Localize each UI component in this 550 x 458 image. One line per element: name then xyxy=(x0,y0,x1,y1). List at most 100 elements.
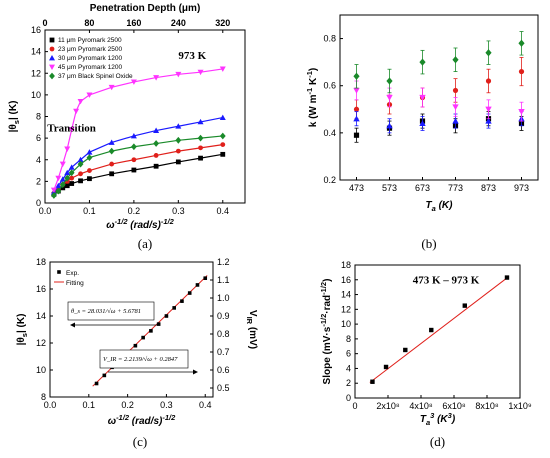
y-tick-label: 0 xyxy=(36,198,41,208)
legend-entry: Fitting xyxy=(66,280,84,287)
data-point xyxy=(64,174,71,182)
series-2 xyxy=(353,111,525,134)
data-point xyxy=(73,108,80,115)
panel-label: (d) xyxy=(430,434,445,449)
data-point xyxy=(69,181,75,186)
data-point xyxy=(383,364,389,370)
data-point xyxy=(198,155,203,161)
data-point xyxy=(109,161,115,167)
data-point xyxy=(462,303,467,308)
x-tick-label: 0.2 xyxy=(121,400,134,410)
data-point xyxy=(172,306,176,310)
data-point xyxy=(504,275,510,280)
y-tick-label: 12 xyxy=(31,68,41,78)
data-point xyxy=(68,127,75,133)
x-tick-label: 673 xyxy=(415,183,430,193)
data-point xyxy=(55,187,62,195)
equation-box xyxy=(67,301,155,321)
x-tick-label: 8x10⁸ xyxy=(475,401,499,411)
data-point xyxy=(485,106,492,113)
y-tick-label: 16 xyxy=(31,25,41,35)
data-point xyxy=(77,156,84,163)
x2-tick-label: 0 xyxy=(42,18,47,28)
equation: θ_s = 28.031/√ω + 5.6781 xyxy=(71,307,141,315)
arrow-head xyxy=(70,322,75,328)
series-1 xyxy=(353,57,525,120)
data-point xyxy=(77,160,84,168)
legend-marker xyxy=(49,55,55,61)
y-tick-label: 16 xyxy=(341,275,351,285)
y-tick-label: 0 xyxy=(346,393,351,403)
x-tick-label: 0.0 xyxy=(44,400,57,410)
data-point xyxy=(130,143,137,151)
data-point xyxy=(419,94,426,101)
y-tick-label: 12 xyxy=(36,338,46,348)
data-point xyxy=(164,314,169,318)
data-point xyxy=(153,140,160,147)
x-tick-label: 6x10⁸ xyxy=(442,401,466,411)
data-point xyxy=(87,168,92,173)
data-point xyxy=(69,175,75,181)
data-point xyxy=(77,98,84,105)
x-tick-label: 0.0 xyxy=(39,206,52,216)
y2-tick-label: 1.1 xyxy=(217,275,230,285)
x2-axis-label: Penetration Depth (μm) xyxy=(90,3,201,14)
data-point xyxy=(452,104,459,111)
y-tick-label: 0.8 xyxy=(323,34,336,44)
data-point xyxy=(64,146,71,152)
y-axis-label: Slope (mV·s-1/2·rad-1/2) xyxy=(319,279,333,385)
y-tick-label: 14 xyxy=(36,311,46,321)
y-tick-label: 8 xyxy=(36,112,41,122)
panel-b: 473 573 673 773 873 973 0.2 0.4 0.6 0.8 Ta (K) k (W… xyxy=(305,14,539,251)
data-point xyxy=(370,379,375,384)
x-tick-label: 873 xyxy=(481,183,496,193)
plot-frame xyxy=(339,14,539,181)
series-4: 37 μm Black Spinel Oxide xyxy=(49,72,226,199)
data-point xyxy=(198,145,203,151)
data-point xyxy=(108,147,115,155)
data-point xyxy=(386,94,393,101)
data-point xyxy=(220,151,226,157)
data-point xyxy=(485,49,492,57)
data-point xyxy=(452,117,459,124)
legend-marker xyxy=(49,37,55,43)
data-point xyxy=(94,381,99,386)
arrow-head xyxy=(193,369,198,375)
x2-tick-label: 240 xyxy=(171,18,186,28)
x-tick-label: 0.3 xyxy=(172,206,185,216)
fit-line xyxy=(369,276,509,383)
data-point xyxy=(68,164,75,170)
data-point xyxy=(86,92,93,98)
data-point xyxy=(130,79,137,85)
x-tick-label: 4x10⁸ xyxy=(409,401,433,411)
x-tick-label: 0.1 xyxy=(83,400,96,410)
data-point xyxy=(78,171,83,177)
data-point xyxy=(59,176,66,182)
y-tick-label: 14 xyxy=(31,47,41,57)
data-point xyxy=(219,66,226,72)
data-point xyxy=(153,163,159,169)
data-point xyxy=(131,167,137,173)
data-point xyxy=(452,56,459,64)
data-point xyxy=(353,132,360,138)
data-point xyxy=(130,132,137,139)
legend-marker xyxy=(57,270,61,274)
data-point xyxy=(87,176,92,182)
y-tick-label: 10 xyxy=(31,90,41,100)
data-point xyxy=(55,182,62,189)
x-axis-label: ω-1/2 (rad/s)-1/2 xyxy=(108,413,176,427)
data-point xyxy=(175,71,182,78)
y-tick-label: 0.2 xyxy=(323,175,336,185)
y2-tick-label: 1.2 xyxy=(217,257,230,267)
panel-label: (c) xyxy=(133,434,147,449)
y2-tick-label: 0.6 xyxy=(217,365,230,375)
data-point xyxy=(419,120,426,127)
panel-c: 0.0 0.1 0.2 0.3 0.4 8 10 12 14 16 18 0.5 0.6 0.7 0.8 0.… xyxy=(16,257,258,449)
data-point xyxy=(108,139,115,145)
x-tick-label: 0.4 xyxy=(199,400,212,410)
data-point xyxy=(219,114,226,120)
x2-tick-label: 80 xyxy=(84,18,94,28)
data-point xyxy=(485,78,492,84)
data-point xyxy=(64,183,70,189)
